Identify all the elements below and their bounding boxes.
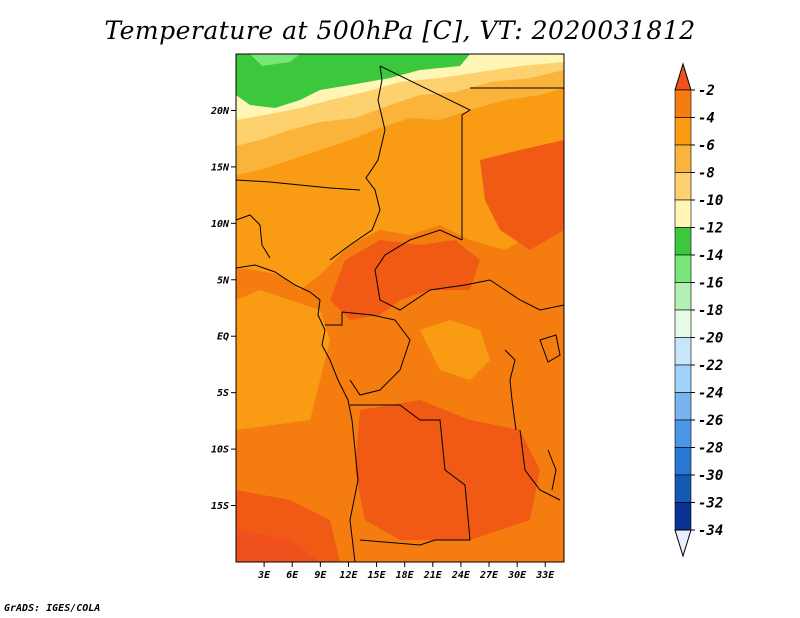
lat-tick-label: EQ: [217, 332, 229, 343]
border-niger-mali: [329, 65, 386, 261]
lake-victoria: [539, 334, 561, 363]
field-light-green: [250, 54, 300, 66]
lon-tick-label: 30E: [507, 570, 527, 581]
border-congo: [349, 319, 411, 396]
colorbar-label: -2: [698, 83, 715, 99]
field-orange-west: [236, 290, 330, 430]
colorbar-label: -20: [698, 331, 723, 347]
field-red: [236, 530, 320, 562]
colorbar-segment: [674, 392, 692, 421]
colorbar-label: -8: [698, 166, 715, 182]
lat-tick-label: 5S: [217, 388, 229, 399]
field-green: [236, 54, 470, 108]
border-niger-chad: [379, 65, 472, 240]
lake-tanganyika: [504, 349, 517, 431]
colorbar-segment: [674, 144, 692, 173]
lon-tick-label: 12E: [339, 570, 358, 581]
colorbar-segment: [674, 117, 692, 146]
border-zambia: [519, 429, 561, 501]
country-borders: [236, 65, 564, 562]
lon-tick-label: 3E: [257, 570, 271, 581]
colorbar: -2 -4 -6 -8 -10 -12 -14 -16 -18 -20 -22 -24 -26 -28 -3…: [674, 62, 723, 558]
lon-tick-label: 21E: [423, 570, 443, 581]
lat-tick-label: 10S: [211, 445, 229, 456]
colorbar-label: -26: [698, 413, 723, 429]
lon-tick-label: 6E: [286, 570, 299, 581]
border-sahel: [236, 179, 361, 191]
colorbar-bottom-arrow: [674, 529, 692, 558]
footer-credit: GrADS: IGES/COLA: [4, 603, 101, 614]
map-frame: [235, 53, 565, 563]
lon-tick-label: 15E: [368, 570, 387, 581]
colorbar-segment: [674, 89, 692, 118]
colorbar-segment: [674, 309, 692, 338]
colorbar-segment: [674, 337, 692, 366]
colorbar-label: -22: [698, 358, 723, 374]
colorbar-segment: [674, 172, 692, 201]
lat-tick-label: 15N: [211, 162, 230, 173]
colorbar-label: -10: [698, 193, 723, 209]
latitude-axis: 20N 15N 10N 5N EQ 5S 10S 15S: [210, 106, 236, 512]
colorbar-segment: [674, 502, 692, 531]
temperature-field: [236, 54, 564, 562]
colorbar-label: -16: [698, 276, 723, 292]
field-red-orange-north: [330, 240, 480, 320]
colorbar-top-arrow: [674, 62, 692, 91]
lon-tick-label: 24E: [451, 570, 471, 581]
colorbar-segment: [674, 447, 692, 476]
longitude-axis: 3E 6E 9E 12E 15E 18E 21E 24E 27E 30E 33E: [257, 562, 555, 581]
colorbar-label: -12: [698, 221, 723, 237]
lon-tick-label: 9E: [314, 570, 327, 581]
field-red-orange-south: [355, 400, 540, 540]
border-angola: [350, 404, 471, 546]
colorbar-label: -24: [698, 386, 723, 402]
lat-tick-label: 15S: [211, 501, 229, 512]
colorbar-segment: [674, 282, 692, 311]
colorbar-segment: [674, 474, 692, 503]
border-west-africa: [236, 214, 271, 259]
colorbar-label: -18: [698, 303, 723, 319]
border-gabon: [325, 311, 396, 326]
colorbar-segment: [674, 227, 692, 256]
colorbar-label: -34: [698, 523, 723, 539]
colorbar-label: -30: [698, 468, 723, 484]
colorbar-label: -28: [698, 441, 723, 457]
colorbar-label: -32: [698, 496, 723, 512]
colorbar-segment: [674, 199, 692, 228]
coastline: [236, 264, 359, 562]
lat-tick-label: 5N: [217, 275, 230, 286]
colorbar-label: -6: [698, 138, 715, 154]
border-car: [374, 229, 491, 311]
lat-tick-label: 20N: [210, 106, 230, 117]
field-red-orange-east: [480, 140, 564, 250]
map-title: Temperature at 500hPa [C], VT: 202003181…: [104, 16, 696, 45]
colorbar-segment: [674, 364, 692, 393]
colorbar-label: -14: [698, 248, 723, 264]
field-orange-center: [420, 320, 490, 380]
colorbar-label: -4: [698, 111, 715, 127]
lon-tick-label: 33E: [535, 570, 555, 581]
colorbar-segment: [674, 254, 692, 283]
lon-tick-label: 27E: [479, 570, 499, 581]
lon-tick-label: 18E: [396, 570, 415, 581]
colorbar-segment: [674, 419, 692, 448]
lat-tick-label: 10N: [211, 219, 230, 230]
border-south-sudan: [489, 279, 564, 311]
lake-malawi: [547, 449, 557, 491]
